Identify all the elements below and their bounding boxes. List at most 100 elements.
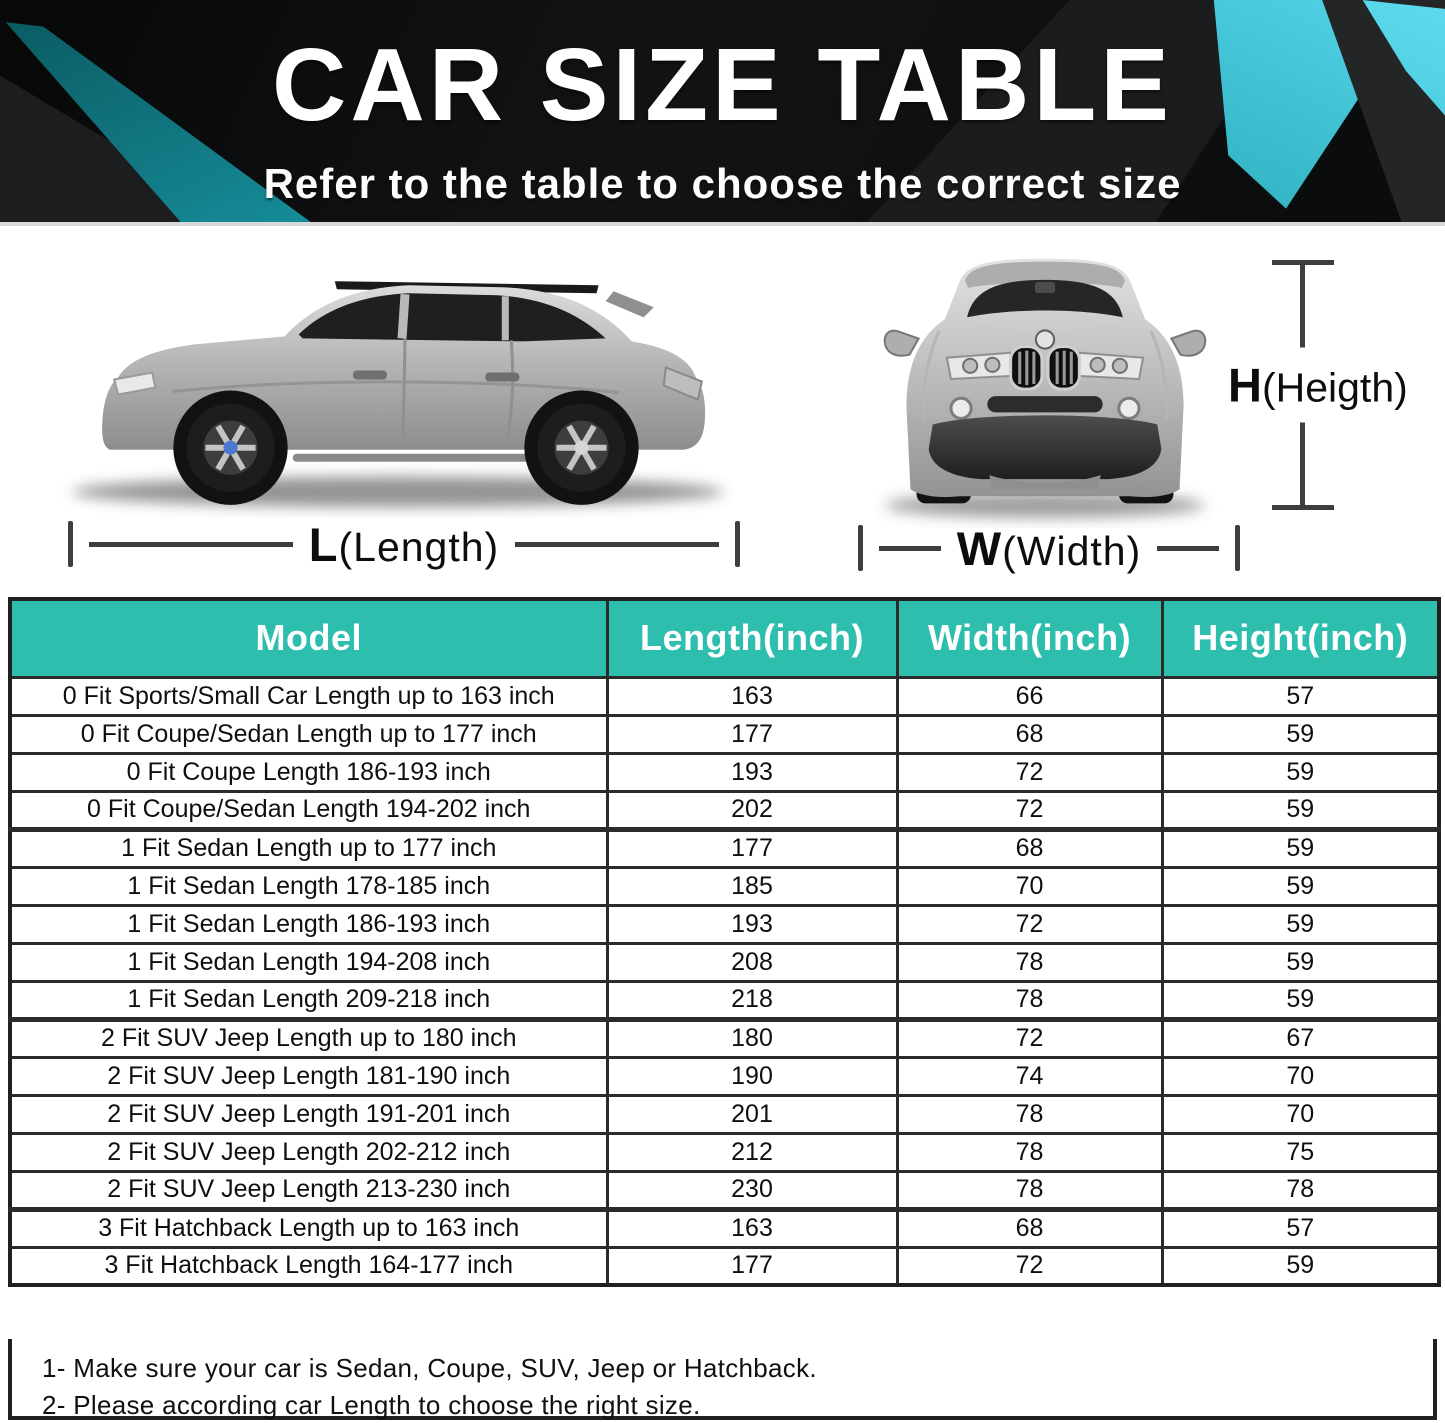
col-header-length: Length(inch) <box>605 597 899 679</box>
size-table: Model Length(inch) Width(inch) Height(in… <box>8 597 1441 1287</box>
length-cell: 185 <box>605 865 899 907</box>
height-cell: 57 <box>1160 1206 1441 1249</box>
col-header-height: Height(inch) <box>1160 597 1441 679</box>
width-cell: 72 <box>895 789 1164 831</box>
length-cell: 177 <box>605 1245 899 1287</box>
height-dimension-label: H(Heigth) <box>1226 347 1410 423</box>
note-line-2: 2- Please according car Length to choose… <box>42 1390 701 1420</box>
model-cell: 2 Fit SUV Jeep Length up to 180 inch <box>8 1016 609 1059</box>
model-cell: 1 Fit Sedan Length 178-185 inch <box>8 865 609 907</box>
height-dimension-top-tick <box>1272 260 1334 265</box>
table-row: 0 Fit Coupe/Sedan Length 194-202 inch 202… <box>8 789 1441 831</box>
height-cell: 57 <box>1160 675 1441 717</box>
table-row: 3 Fit Hatchback Length up to 163 inch 163… <box>8 1206 1441 1249</box>
height-cell: 59 <box>1160 979 1441 1021</box>
length-cell: 193 <box>605 751 899 793</box>
length-cell: 218 <box>605 979 899 1021</box>
height-cell: 78 <box>1160 1169 1441 1211</box>
table-row: 2 Fit SUV Jeep Length 181-190 inch 190 74 7… <box>8 1055 1441 1097</box>
model-cell: 2 Fit SUV Jeep Length 202-212 inch <box>8 1131 609 1173</box>
model-cell: 1 Fit Sedan Length up to 177 inch <box>8 826 609 869</box>
model-cell: 1 Fit Sedan Length 194-208 inch <box>8 941 609 983</box>
size-table-rows: 0 Fit Sports/Small Car Length up to 163 … <box>8 675 1441 1287</box>
width-cell: 78 <box>895 1169 1164 1211</box>
length-dimension: L(Length) <box>68 517 740 572</box>
height-cell: 70 <box>1160 1055 1441 1097</box>
height-cell: 70 <box>1160 1093 1441 1135</box>
model-cell: 1 Fit Sedan Length 186-193 inch <box>8 903 609 945</box>
length-dimension-right-tick <box>735 521 740 567</box>
height-cell: 59 <box>1160 865 1441 907</box>
length-cell: 177 <box>605 713 899 755</box>
notes-panel: 1- Make sure your car is Sedan, Coupe, S… <box>8 1339 1437 1420</box>
table-row: 1 Fit Sedan Length 194-208 inch 208 78 59 <box>8 941 1441 983</box>
width-cell: 66 <box>895 675 1164 717</box>
length-cell: 163 <box>605 675 899 717</box>
model-cell: 3 Fit Hatchback Length up to 163 inch <box>8 1206 609 1249</box>
col-header-model: Model <box>8 597 609 679</box>
length-dimension-label: L(Length) <box>309 517 499 572</box>
height-cell: 75 <box>1160 1131 1441 1173</box>
width-cell: 78 <box>895 941 1164 983</box>
width-dimension-label: W(Width) <box>957 521 1141 576</box>
note-line-1: 1- Make sure your car is Sedan, Coupe, S… <box>42 1353 817 1383</box>
model-cell: 2 Fit SUV Jeep Length 213-230 inch <box>8 1169 609 1211</box>
model-cell: 0 Fit Coupe/Sedan Length 194-202 inch <box>8 789 609 831</box>
height-cell: 59 <box>1160 941 1441 983</box>
width-word: (Width) <box>1002 527 1142 574</box>
table-row: 2 Fit SUV Jeep Length 213-230 inch 230 78 7… <box>8 1169 1441 1211</box>
table-row: 1 Fit Sedan Length 186-193 inch 193 72 59 <box>8 903 1441 945</box>
width-cell: 68 <box>895 713 1164 755</box>
height-letter: H <box>1228 358 1262 412</box>
length-letter: L <box>308 517 339 571</box>
length-cell: 202 <box>605 789 899 831</box>
model-cell: 2 Fit SUV Jeep Length 181-190 inch <box>8 1055 609 1097</box>
length-dimension-left-tick <box>68 521 73 567</box>
width-dimension: W(Width) <box>858 521 1241 576</box>
width-cell: 72 <box>895 1016 1164 1059</box>
height-cell: 59 <box>1160 1245 1441 1287</box>
header-row: Model Length(inch) Width(inch) Height(in… <box>8 597 1441 679</box>
length-word: (Length) <box>338 523 500 570</box>
length-cell: 190 <box>605 1055 899 1097</box>
banner: CAR SIZE TABLE Refer to the table to cho… <box>0 0 1445 226</box>
table-row: 2 Fit SUV Jeep Length 191-201 inch 201 78 7… <box>8 1093 1441 1135</box>
width-dimension-left-tick <box>858 525 863 571</box>
length-dimension-line <box>89 541 293 547</box>
width-dimension-right-tick <box>1235 525 1241 571</box>
height-cell: 59 <box>1160 713 1441 755</box>
size-table-header: Model Length(inch) Width(inch) Height(in… <box>8 597 1441 679</box>
width-dimension-line <box>1157 545 1220 551</box>
height-cell: 59 <box>1160 789 1441 831</box>
model-cell: 0 Fit Coupe Length 186-193 inch <box>8 751 609 793</box>
length-cell: 177 <box>605 826 899 869</box>
length-cell: 212 <box>605 1131 899 1173</box>
table-row: 1 Fit Sedan Length 178-185 inch 185 70 59 <box>8 865 1441 907</box>
length-cell: 180 <box>605 1016 899 1059</box>
height-cell: 59 <box>1160 751 1441 793</box>
model-cell: 0 Fit Coupe/Sedan Length up to 177 inch <box>8 713 609 755</box>
table-row: 0 Fit Coupe Length 186-193 inch 193 72 59 <box>8 751 1441 793</box>
width-cell: 70 <box>895 865 1164 907</box>
width-cell: 72 <box>895 751 1164 793</box>
length-cell: 201 <box>605 1093 899 1135</box>
length-cell: 208 <box>605 941 899 983</box>
table-row: 0 Fit Coupe/Sedan Length up to 177 inch 1… <box>8 713 1441 755</box>
width-cell: 78 <box>895 1131 1164 1173</box>
col-header-width: Width(inch) <box>895 597 1164 679</box>
width-cell: 78 <box>895 979 1164 1021</box>
banner-title: CAR SIZE TABLE <box>272 27 1173 142</box>
table-row: 2 Fit SUV Jeep Length up to 180 inch 180 7… <box>8 1016 1441 1059</box>
model-cell: 3 Fit Hatchback Length 164-177 inch <box>8 1245 609 1287</box>
height-cell: 59 <box>1160 826 1441 869</box>
length-dimension-line <box>515 541 719 547</box>
table-row: 1 Fit Sedan Length 209-218 inch 218 78 59 <box>8 979 1441 1021</box>
banner-subtitle: Refer to the table to choose the correct… <box>263 160 1182 207</box>
width-cell: 72 <box>895 903 1164 945</box>
width-letter: W <box>956 521 1003 575</box>
table-row: 3 Fit Hatchback Length 164-177 inch 177 72… <box>8 1245 1441 1287</box>
model-cell: 2 Fit SUV Jeep Length 191-201 inch <box>8 1093 609 1135</box>
height-cell: 67 <box>1160 1016 1441 1059</box>
height-dimension: H(Heigth) <box>1226 260 1445 510</box>
